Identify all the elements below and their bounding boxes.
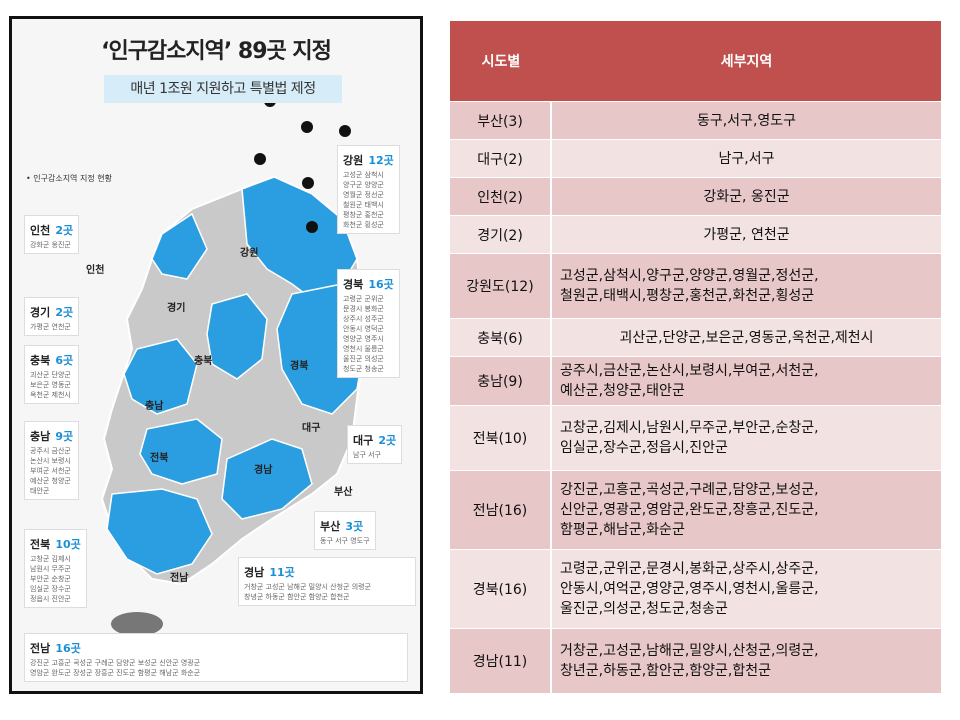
province-cell: 전북(10) xyxy=(450,406,552,470)
region-box-gangwon: 강원 12곳 고성군 삼척시 양구군 양양군 영월군 정선군 철원군 태백시 평… xyxy=(337,145,400,234)
detail-line: 고령군,군위군,문경시,봉화군,상주시,상주군, xyxy=(560,561,819,577)
region-chungbuk xyxy=(206,293,268,380)
map-label-gyeonggi: 경기 xyxy=(167,303,186,314)
detail-line: 함평군,해남군,화순군 xyxy=(560,522,685,538)
detail-cell: 고창군,김제시,남원시,무주군,부안군,순창군, 임실군,장수군,정읍시,진안군 xyxy=(552,406,941,470)
province-cell: 강원도(12) xyxy=(450,254,552,318)
detail-line: 공주시,금산군,논산시,보령시,부여군,서천군, xyxy=(560,363,819,379)
province-cell: 충남(9) xyxy=(450,357,552,405)
map-label-daegu: 대구 xyxy=(302,423,321,434)
map-label-incheon: 인천 xyxy=(86,265,105,276)
jeju-island xyxy=(111,612,163,636)
table-row: 경북(16) 고령군,군위군,문경시,봉화군,상주시,상주군, 안동시,여억군,영양… xyxy=(450,550,941,628)
table-header-row: 시도별 세부지역 xyxy=(450,21,941,101)
falling-figure xyxy=(302,177,314,189)
header-detail: 세부지역 xyxy=(552,21,941,101)
falling-figure xyxy=(254,153,266,165)
detail-cell: 공주시,금산군,논산시,보령시,부여군,서천군, 예산군,청양군,태안군 xyxy=(552,357,941,405)
detail-line: 고성군,삼척시,양구군,양양군,영월군,정선군, xyxy=(560,268,819,284)
table-row: 전북(10) 고창군,김제시,남원시,무주군,부안군,순창군, 임실군,장수군,정읍… xyxy=(450,406,941,470)
detail-line: 강화군, 옹진군 xyxy=(703,188,790,205)
region-box-daegu: 대구 2곳 남구 서구 xyxy=(347,425,403,464)
header-province: 시도별 xyxy=(450,21,552,101)
region-box-gyeongbuk: 경북 16곳 고령군 군위군 문경시 봉화군 상주시 성주군 안동시 영덕군 영… xyxy=(337,269,400,378)
infographic-subtitle: 매년 1조원 지원하고 특별법 제정 xyxy=(104,75,342,103)
map-label-gyeongnam: 경남 xyxy=(254,465,273,476)
detail-cell: 고성군,삼척시,양구군,양양군,영월군,정선군, 철원군,태백시,평창군,홍천군,… xyxy=(552,254,941,318)
region-jeonbuk xyxy=(139,418,223,485)
province-cell: 경기(2) xyxy=(450,216,552,253)
region-box-busan: 부산 3곳 동구 서구 영도구 xyxy=(314,511,376,550)
region-incheon-gyeonggi xyxy=(151,212,208,280)
falling-figure xyxy=(339,125,351,137)
province-cell: 인천(2) xyxy=(450,178,552,215)
region-gyeongnam xyxy=(221,438,313,520)
region-box-jeonbuk: 전북 10곳 고창군 김제시 남원시 무주군 부안군 순창군 임실군 장수군 정… xyxy=(24,529,87,608)
falling-figure xyxy=(301,121,313,133)
table-row: 충북(6) 괴산군,단양군,보은군,영동군,옥천군,제천시 xyxy=(450,319,941,356)
detail-cell: 괴산군,단양군,보은군,영동군,옥천군,제천시 xyxy=(552,319,941,356)
infographic-title: ‘인구감소지역’ 89곳 지정 xyxy=(101,39,332,64)
region-box-chungnam: 충남 9곳 공주시 금산군 논산시 보령시 부여군 서천군 예산군 청양군 태안… xyxy=(24,421,80,500)
table-row: 전남(16) 강진군,고흥군,곡성군,구례군,담양군,보성군, 신안군,영광군,영암… xyxy=(450,471,941,549)
detail-line: 거창군,고성군,남해군,밀양시,산청군,의령군, xyxy=(560,643,819,659)
table-row: 경남(11) 거창군,고성군,남해군,밀양시,산청군,의령군, 창년군,하동군,함안… xyxy=(450,629,941,693)
table-row: 부산(3) 동구,서구,영도구 xyxy=(450,102,941,139)
detail-cell: 고령군,군위군,문경시,봉화군,상주시,상주군, 안동시,여억군,영양군,영주시,… xyxy=(552,550,941,628)
detail-cell: 동구,서구,영도구 xyxy=(552,102,941,139)
table-row: 경기(2) 가평군, 연천군 xyxy=(450,216,941,253)
infographic-panel: ‘인구감소지역’ 89곳 지정 매년 1조원 지원하고 특별법 제정 • 인구감… xyxy=(9,16,423,694)
region-box-jeonnam: 전남 16곳 강진군 고흥군 곡성군 구례군 담양군 보성군 신안군 영광군 영… xyxy=(24,633,408,682)
map-label-busan: 부산 xyxy=(334,487,353,498)
detail-line: 창년군,하동군,함안군,함양군,합천군 xyxy=(560,663,771,679)
detail-line: 임실군,장수군,정읍시,진안군 xyxy=(560,440,728,456)
detail-line: 예산군,청양군,태안군 xyxy=(560,383,685,399)
province-cell: 전남(16) xyxy=(450,471,552,549)
detail-line: 철원군,태백시,평창군,홍천군,화천군,횡성군 xyxy=(560,288,815,304)
province-cell: 부산(3) xyxy=(450,102,552,139)
map-label-chungbuk: 충북 xyxy=(194,356,213,367)
region-box-incheon: 인천 2곳 강화군 옹진군 xyxy=(24,215,80,254)
table-row: 강원도(12) 고성군,삼척시,양구군,양양군,영월군,정선군, 철원군,태백시,평… xyxy=(450,254,941,318)
region-jeonnam xyxy=(106,488,213,575)
detail-cell: 남구,서구 xyxy=(552,140,941,177)
detail-line: 남구,서구 xyxy=(718,150,775,167)
legend-note: • 인구감소지역 지정 현황 xyxy=(26,174,112,183)
detail-line: 안동시,여억군,영양군,영주시,영천시,울릉군, xyxy=(560,581,819,597)
detail-cell: 거창군,고성군,남해군,밀양시,산청군,의령군, 창년군,하동군,함안군,함양군,… xyxy=(552,629,941,693)
map-label-gangwon: 강원 xyxy=(240,248,259,259)
detail-line: 가평군, 연천군 xyxy=(703,226,790,243)
province-cell: 충북(6) xyxy=(450,319,552,356)
province-cell: 경북(16) xyxy=(450,550,552,628)
province-cell: 대구(2) xyxy=(450,140,552,177)
table-row: 대구(2) 남구,서구 xyxy=(450,140,941,177)
region-box-gyeonggi: 경기 2곳 가평군 연천군 xyxy=(24,297,80,336)
map-label-gyeongbuk: 경북 xyxy=(290,361,309,372)
region-box-gyeongnam: 경남 11곳 거창군 고성군 남해군 밀양시 산청군 의령군 창녕군 하동군 함… xyxy=(238,557,416,606)
korea-map xyxy=(100,95,366,636)
detail-line: 울진군,의성군,청도군,청송군 xyxy=(560,601,728,617)
falling-figure xyxy=(306,221,318,233)
detail-cell: 강진군,고흥군,곡성군,구례군,담양군,보성군, 신안군,영광군,영암군,완도군,… xyxy=(552,471,941,549)
region-chungnam xyxy=(123,338,198,415)
map-label-jeonnam: 전남 xyxy=(170,573,189,584)
detail-line: 신안군,영광군,영암군,완도군,장흥군,진도군, xyxy=(560,502,819,518)
detail-cell: 가평군, 연천군 xyxy=(552,216,941,253)
detail-line: 괴산군,단양군,보은군,영동군,옥천군,제천시 xyxy=(619,329,874,346)
map-label-jeonbuk: 전북 xyxy=(150,453,169,464)
detail-cell: 강화군, 옹진군 xyxy=(552,178,941,215)
detail-line: 고창군,김제시,남원시,무주군,부안군,순창군, xyxy=(560,420,819,436)
detail-line: 동구,서구,영도구 xyxy=(696,112,797,129)
table-row: 인천(2) 강화군, 옹진군 xyxy=(450,178,941,215)
detail-line: 강진군,고흥군,곡성군,구례군,담양군,보성군, xyxy=(560,482,819,498)
map-label-chungnam: 충남 xyxy=(145,401,164,412)
table-row: 충남(9) 공주시,금산군,논산시,보령시,부여군,서천군, 예산군,청양군,태안군 xyxy=(450,357,941,405)
region-box-chungbuk: 충북 6곳 괴산군 단양군 보은군 영동군 옥천군 제천시 xyxy=(24,345,80,404)
province-cell: 경남(11) xyxy=(450,629,552,693)
